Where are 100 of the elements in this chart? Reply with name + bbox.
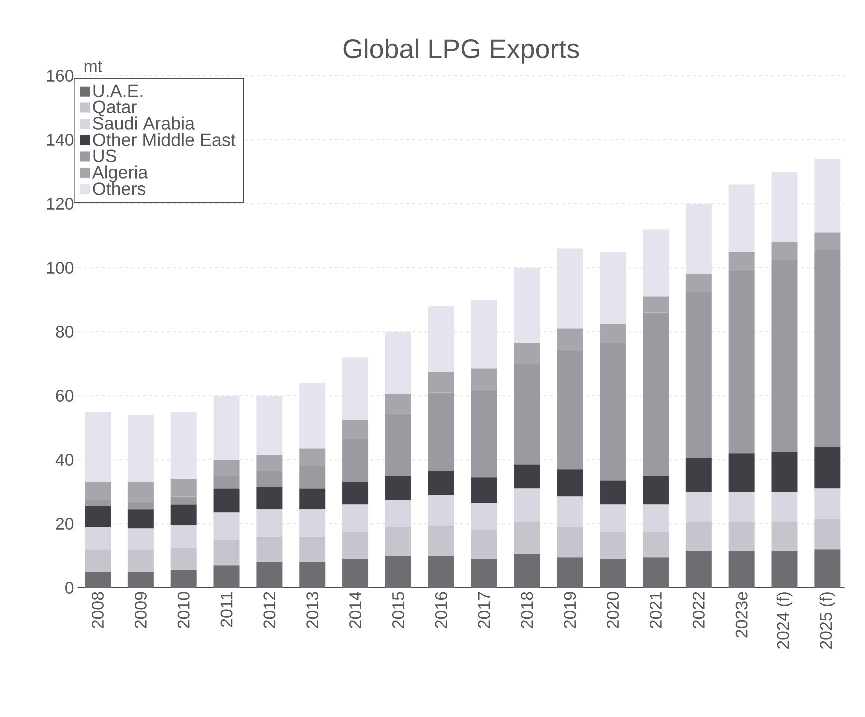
bar [772, 522, 798, 552]
bar [428, 556, 454, 588]
bar [128, 572, 154, 588]
x-tick-label: 2008 [92, 592, 104, 628]
bar [814, 488, 841, 520]
bar [428, 495, 454, 526]
bar [686, 522, 712, 552]
bar [728, 551, 755, 588]
bar [514, 522, 540, 554]
x-tick-label: 2020 [607, 592, 620, 628]
bar [428, 526, 454, 556]
bar [642, 504, 669, 532]
x-tick-label: 2018 [521, 592, 534, 628]
y-tick-label: 120 [47, 198, 74, 210]
bar [256, 562, 283, 588]
bar [686, 458, 712, 492]
bar [385, 332, 412, 394]
bar [557, 496, 584, 528]
legend-label: Other Middle East [93, 133, 236, 146]
bar [214, 488, 240, 513]
bar [85, 550, 112, 572]
bar [728, 492, 755, 522]
legend-label: US [94, 150, 116, 162]
bar [471, 478, 498, 504]
bar [342, 358, 369, 420]
x-tick-label: 2012 [264, 592, 276, 628]
bar [342, 532, 369, 560]
bar [728, 522, 755, 552]
x-tick-label: 2013 [306, 592, 319, 628]
bar [814, 159, 841, 233]
x-tick-label: 2015 [392, 592, 404, 628]
bar [428, 306, 454, 372]
bar [385, 476, 412, 500]
bar [300, 562, 326, 588]
bar [342, 559, 369, 588]
x-tick-label: 2025 (f) [820, 592, 836, 650]
bar [514, 488, 540, 522]
x-tick-label: 2010 [178, 592, 190, 628]
x-tick-label: 2014 [350, 592, 362, 628]
y-tick-label: 80 [56, 326, 74, 338]
y-tick-label: 0 [66, 582, 74, 594]
y-axis-title: mt [84, 61, 102, 72]
bar [514, 268, 540, 344]
bar [471, 559, 498, 588]
bar [600, 532, 626, 560]
bar [300, 510, 326, 537]
x-tick-label: 2019 [564, 592, 576, 628]
y-tick-label: 160 [47, 70, 74, 82]
x-tick-label: 2009 [134, 592, 147, 628]
x-tick-label: 2024 (f) [776, 592, 793, 650]
bar [557, 527, 584, 558]
bar [600, 504, 626, 532]
bar [128, 415, 154, 482]
legend-label: Others [93, 182, 146, 196]
bar [642, 476, 669, 505]
bar [300, 536, 326, 562]
bar [772, 551, 798, 588]
bar [642, 230, 669, 297]
bar [170, 570, 197, 588]
bar [600, 559, 626, 588]
bar [128, 510, 154, 529]
bar [300, 383, 326, 449]
bar [471, 503, 498, 530]
bar [471, 300, 498, 369]
bar [600, 480, 626, 505]
bar [256, 536, 283, 562]
bar [342, 482, 369, 505]
y-tick-label: 20 [56, 518, 74, 530]
bar [814, 550, 841, 588]
bar [385, 527, 412, 556]
bar [728, 454, 755, 492]
bar [256, 510, 283, 537]
bar [557, 558, 584, 588]
bar [814, 519, 841, 550]
bar [814, 447, 841, 489]
bar [385, 556, 412, 588]
legend-label: Qatar [93, 100, 137, 117]
legend-label: Saudi Arabia [93, 116, 196, 130]
bar [214, 396, 240, 460]
bar [471, 530, 498, 560]
bar [728, 184, 755, 252]
bar [85, 572, 112, 588]
legend-label: Algeria [92, 166, 148, 182]
x-tick-label: 2011 [220, 592, 233, 628]
bar [85, 412, 112, 482]
bar [686, 551, 712, 588]
x-tick-label: 2023e [736, 592, 748, 638]
bar [128, 528, 154, 550]
bar [214, 512, 240, 540]
bar [514, 464, 540, 489]
bar [128, 550, 154, 572]
legend-label: U.A.E. [94, 84, 143, 98]
bar [170, 548, 197, 570]
bar [428, 471, 454, 496]
bar [686, 204, 712, 274]
bar [600, 252, 626, 324]
bar [514, 554, 540, 588]
bar [385, 500, 412, 528]
bar [642, 558, 669, 588]
bar [686, 492, 712, 522]
